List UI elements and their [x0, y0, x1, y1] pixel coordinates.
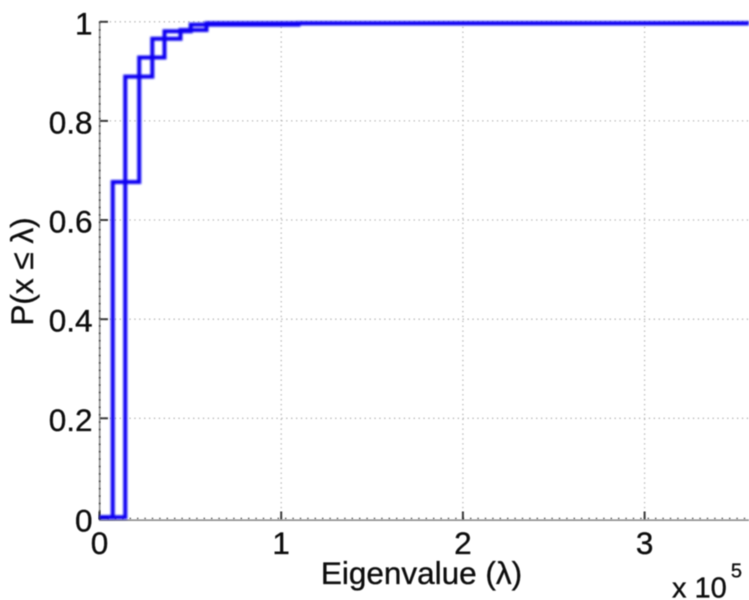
svg-text:0.4: 0.4 [49, 303, 93, 339]
svg-text:0: 0 [91, 525, 109, 561]
svg-text:3: 3 [636, 525, 654, 561]
svg-text:0: 0 [75, 503, 93, 539]
svg-text:Eigenvalue (λ): Eigenvalue (λ) [321, 555, 522, 591]
svg-text:2: 2 [454, 525, 472, 561]
svg-text:x 105: x 105 [672, 561, 742, 600]
svg-text:0.6: 0.6 [49, 204, 93, 240]
svg-text:P(x ≤ λ): P(x ≤ λ) [4, 217, 40, 325]
svg-text:0.8: 0.8 [49, 105, 93, 141]
svg-text:0.2: 0.2 [49, 402, 93, 438]
svg-text:1: 1 [272, 525, 290, 561]
svg-text:1: 1 [75, 6, 93, 42]
